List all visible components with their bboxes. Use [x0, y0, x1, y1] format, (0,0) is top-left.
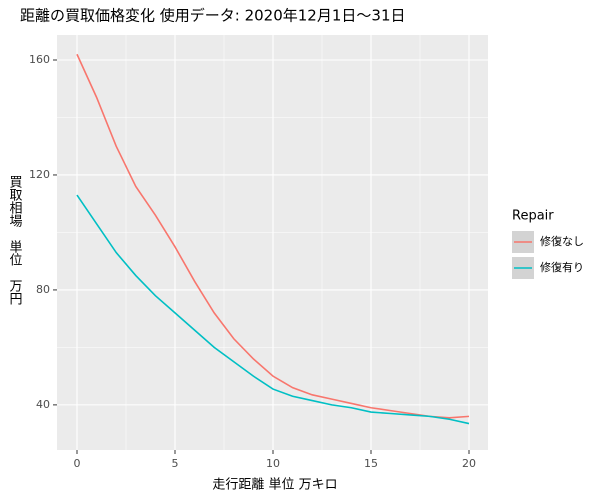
chart-title: 距離の買取価格変化 使用データ: 2020年12月1日～31日 — [20, 7, 405, 25]
series-line — [76, 53, 470, 419]
y-tick-label: 40 — [36, 398, 50, 411]
x-tick-label: 15 — [364, 457, 378, 470]
legend-label: 修復有り — [540, 260, 584, 274]
y-tick-label: 80 — [36, 283, 50, 296]
x-axis-title: 走行距離 単位 万キロ — [212, 477, 337, 493]
legend-label: 修復なし — [540, 234, 584, 248]
x-tick-label: 20 — [462, 457, 476, 470]
y-tick-label: 160 — [29, 53, 50, 66]
x-tick-label: 5 — [171, 457, 178, 470]
legend-title: Repair — [512, 209, 554, 224]
y-tick-label: 120 — [29, 168, 50, 181]
series-line — [76, 194, 470, 425]
y-axis-title: 買取相場 単位 万円 — [7, 175, 23, 305]
x-tick-label: 10 — [266, 457, 280, 470]
x-tick-label: 0 — [73, 457, 80, 470]
